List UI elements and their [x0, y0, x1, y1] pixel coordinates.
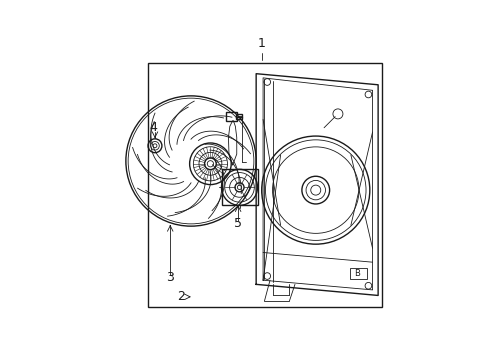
Bar: [350, 268, 366, 279]
Bar: [225, 112, 236, 121]
Text: 1: 1: [257, 37, 265, 50]
Bar: [148, 63, 382, 307]
Bar: [235, 114, 241, 120]
Text: 4: 4: [149, 121, 157, 134]
Text: B: B: [354, 269, 360, 278]
Text: 3: 3: [166, 271, 174, 284]
Text: 5: 5: [234, 217, 242, 230]
Text: 2: 2: [177, 290, 185, 303]
